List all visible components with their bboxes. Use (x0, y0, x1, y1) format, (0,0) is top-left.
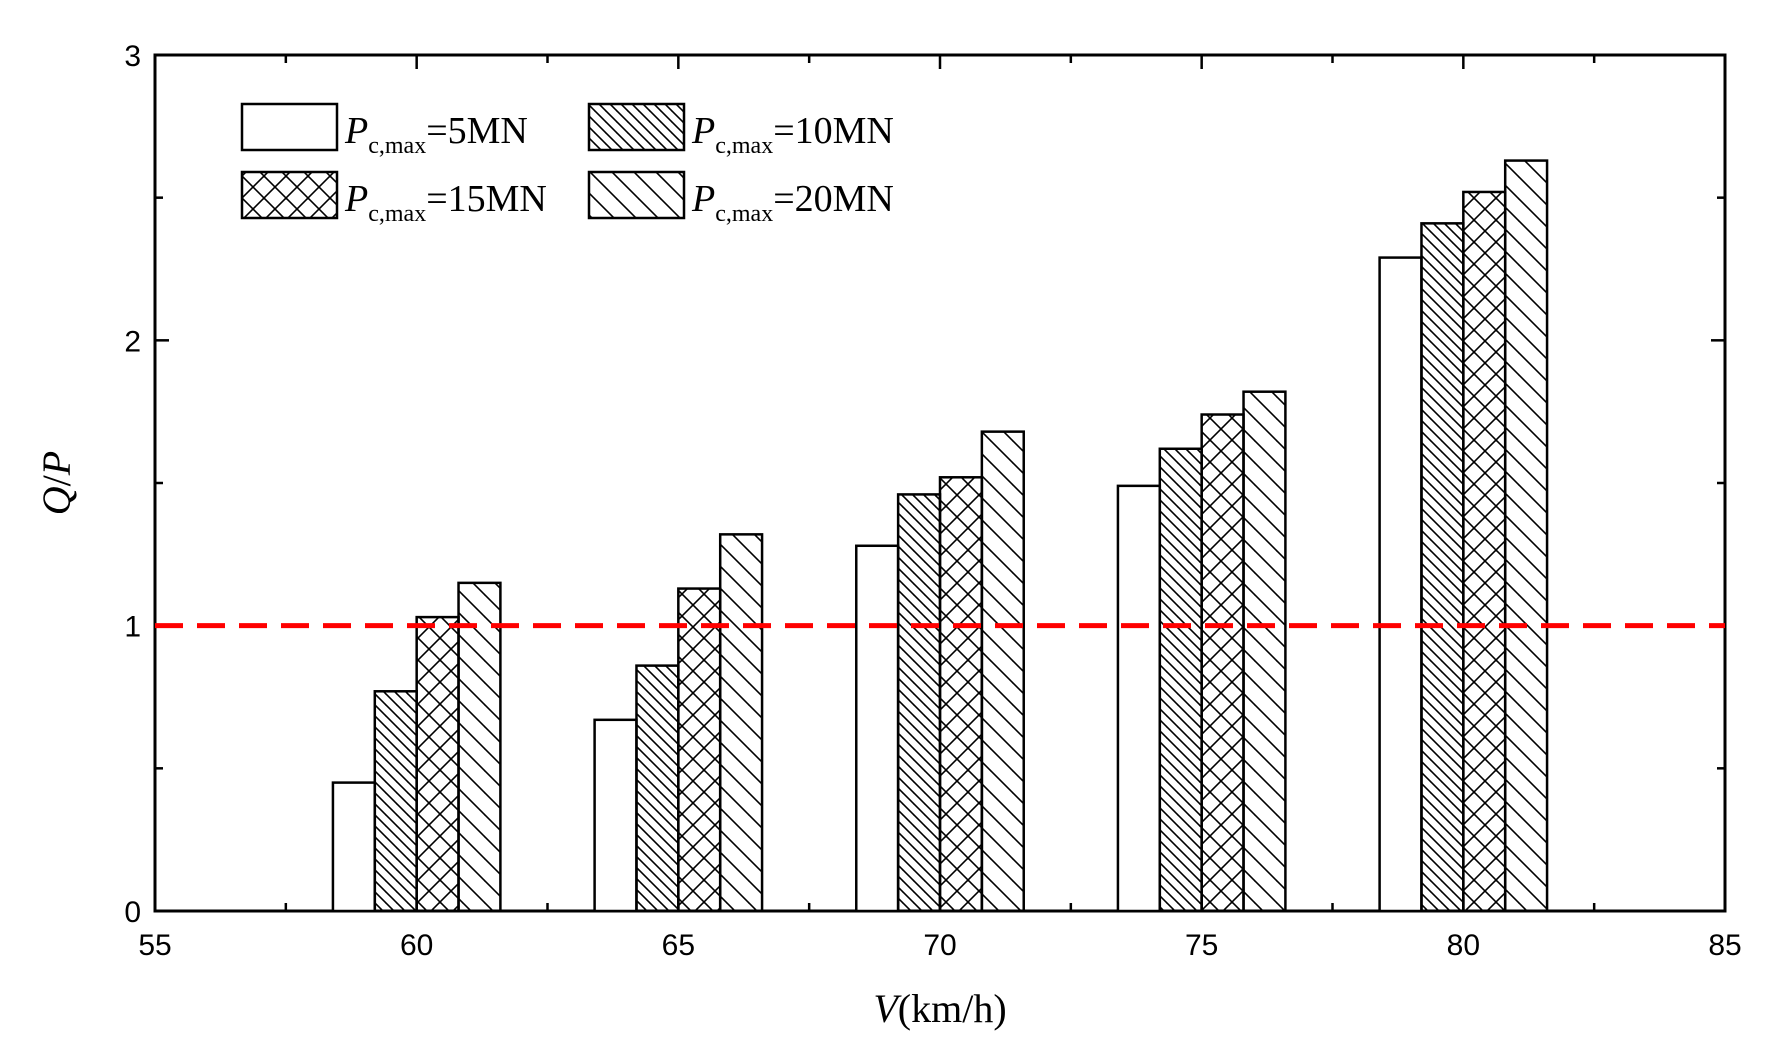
bar-5mn-v60 (331, 781, 377, 913)
bar-5mn-v80 (1378, 256, 1423, 913)
bar-20mn-v80 (1503, 159, 1549, 913)
bar-20mn-v65 (718, 533, 764, 913)
x-tick-label: 60 (400, 929, 433, 962)
legend-swatch-10mn (587, 102, 686, 152)
bar-10mn-v60 (373, 690, 418, 913)
svg-text:Pc,max=15MN: Pc,max=15MN (344, 178, 547, 227)
svg-text:Pc,max=20MN: Pc,max=20MN (691, 178, 894, 227)
y-tick-label: 2 (124, 325, 141, 358)
y-axis-title: Q/P (34, 451, 79, 515)
x-tick-label: 70 (923, 929, 956, 962)
bar-15mn-v70 (938, 476, 984, 913)
x-tick-label: 55 (138, 929, 171, 962)
bar-20mn-v75 (1242, 390, 1287, 913)
x-tick-label: 65 (662, 929, 695, 962)
legend-item-20mn: Pc,max=20MN (587, 170, 894, 227)
bar-10mn-v70 (896, 493, 942, 913)
x-tick-label: 80 (1447, 929, 1480, 962)
bar-10mn-v80 (1420, 222, 1465, 913)
y-tick-label: 3 (124, 40, 141, 73)
bar-5mn-v75 (1116, 484, 1162, 913)
bar-15mn-v75 (1200, 413, 1245, 913)
bar-10mn-v75 (1158, 447, 1203, 913)
svg-text:Pc,max=5MN: Pc,max=5MN (344, 110, 528, 159)
bar-15mn-v80 (1462, 190, 1507, 913)
legend-item-5mn: Pc,max=5MN (240, 102, 528, 159)
y-tick-label: 0 (124, 896, 141, 929)
y-tick-label: 1 (124, 611, 141, 644)
legend-swatch-5mn (240, 102, 339, 152)
x-axis-title: V(km/h) (873, 986, 1006, 1031)
bar-15mn-v65 (677, 587, 722, 913)
x-tick-label: 85 (1708, 929, 1741, 962)
bar-5mn-v65 (593, 718, 638, 913)
x-tick-label: 75 (1185, 929, 1218, 962)
legend: Pc,max=5MN Pc,max=10MN Pc,max=15MN Pc,ma… (240, 102, 894, 227)
legend-item-10mn: Pc,max=10MN (587, 102, 894, 159)
bar-10mn-v65 (635, 664, 680, 913)
svg-text:Pc,max=10MN: Pc,max=10MN (691, 110, 894, 159)
legend-swatch-20mn (587, 170, 686, 220)
bar-5mn-v70 (855, 544, 900, 913)
ticks-layer: 55 60 65 70 75 80 85 0 1 2 3 (124, 40, 1741, 962)
bar-20mn-v60 (457, 581, 502, 913)
legend-swatch-15mn (240, 170, 339, 220)
bar-20mn-v70 (980, 430, 1025, 913)
bar-15mn-v60 (415, 615, 460, 913)
legend-item-15mn: Pc,max=15MN (240, 170, 547, 227)
bars-layer (331, 159, 1549, 913)
